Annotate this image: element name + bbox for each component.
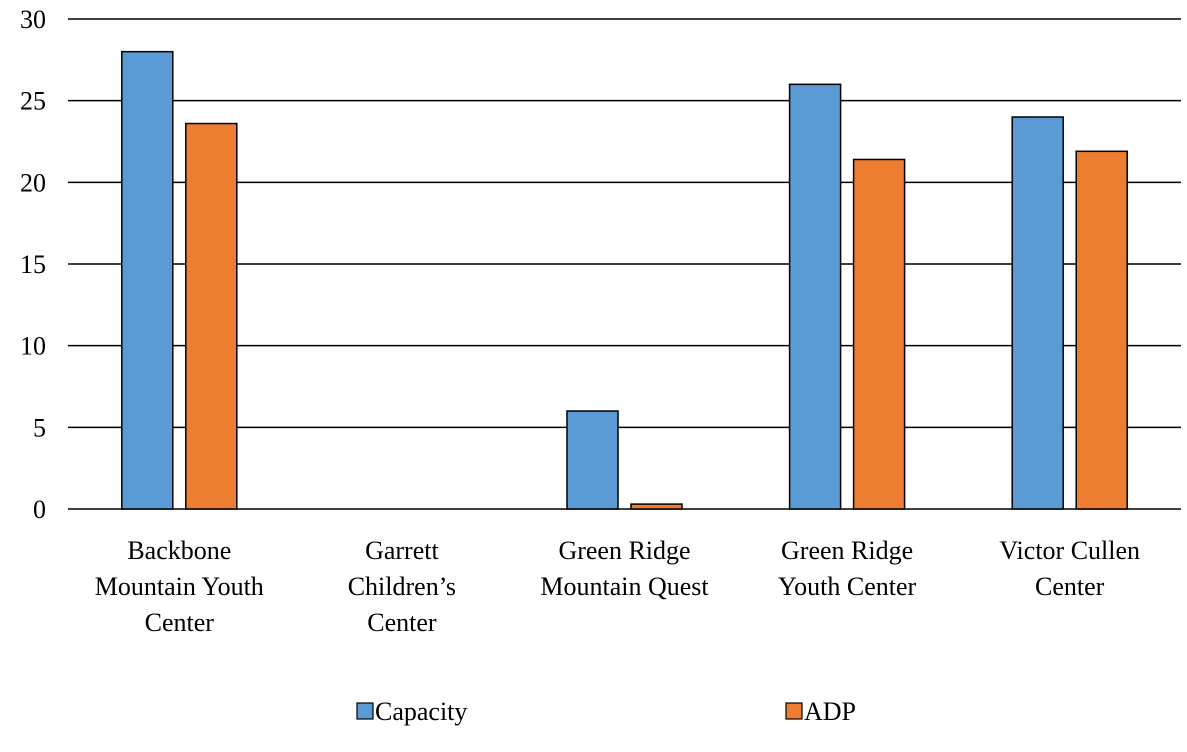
bar-capacity-4 [1011,116,1064,510]
y-tick-label: 15 [20,250,46,279]
x-tick-label: Mountain Quest [540,572,709,601]
legend-swatch-adp [785,702,803,720]
x-tick-label: Mountain Youth [95,572,264,601]
bar-adp-2 [630,503,683,510]
legend: Capacity ADP [356,697,856,726]
gridlines [68,18,1181,510]
x-tick-label: Youth Center [778,572,917,601]
y-tick-label: 20 [20,168,46,197]
legend-label-capacity: Capacity [375,697,467,726]
bar-capacity-3 [788,83,842,510]
x-tick-label: Backbone [127,536,231,565]
bars [121,50,1128,510]
x-tick-label: Center [145,608,215,637]
y-axis: 0 5 10 15 20 25 30 [20,5,46,524]
legend-swatch-capacity [356,702,374,720]
bar-adp-0 [185,122,238,510]
x-tick-label: Center [1035,572,1105,601]
x-tick-label: Center [367,608,437,637]
bar-adp-3 [852,158,906,510]
x-tick-label: Children’s [348,572,456,601]
x-tick-label: Victor Cullen [999,536,1140,565]
y-tick-label: 10 [20,332,46,361]
x-tick-label: Garrett [365,536,439,565]
x-tick-label: Green Ridge [781,536,913,565]
x-tick-label: Green Ridge [558,536,690,565]
bar-capacity-2 [566,410,619,510]
bar-capacity-0 [121,50,174,510]
x-axis: Backbone Mountain Youth Center Garrett Child… [95,536,1140,637]
y-tick-label: 5 [33,413,46,442]
legend-label-adp: ADP [804,697,856,726]
bar-adp-4 [1075,150,1128,510]
y-tick-label: 25 [20,87,46,116]
y-tick-label: 30 [20,5,46,34]
y-tick-label: 0 [33,495,46,524]
